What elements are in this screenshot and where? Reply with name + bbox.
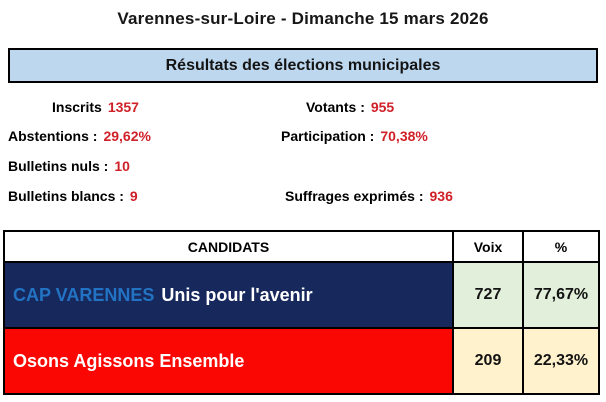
voix-cell-cap-varennes: 727 [452, 261, 524, 329]
header-voix: Voix [452, 230, 524, 263]
header-pct: % [522, 230, 600, 263]
candidate-cell-cap-varennes: CAP VARENNES Unis pour l'avenir [3, 261, 454, 329]
results-table-header-row: CANDIDATS Voix % [3, 230, 600, 263]
list-name-cap-varennes: CAP VARENNES [13, 284, 155, 305]
stat-suffrages-exprimes-label: Suffrages exprimés : [285, 188, 424, 204]
list-name-osons-agissons: Osons Agissons Ensemble [13, 350, 245, 371]
stat-votants-value: 955 [370, 99, 395, 115]
stat-participation-label: Participation : [281, 128, 375, 144]
stat-abstentions-label: Abstentions : [8, 128, 98, 144]
stat-inscrits: Inscrits 1357 [52, 97, 139, 117]
table-row-osons-agissons: Osons Agissons Ensemble 209 22,33% [3, 327, 600, 395]
stat-bulletins-blancs-value: 9 [129, 188, 138, 204]
stat-inscrits-value: 1357 [107, 99, 139, 115]
stat-bulletins-blancs: Bulletins blancs : 9 [8, 186, 138, 206]
stat-bulletins-nuls-value: 10 [114, 158, 130, 174]
stat-votants-label: Votants : [306, 99, 365, 115]
list-slogan-cap-varennes: Unis pour l'avenir [161, 284, 313, 305]
stat-abstentions-value: 29,62% [103, 128, 151, 144]
stat-participation-value: 70,38% [380, 128, 428, 144]
stat-abstentions: Abstentions : 29,62% [8, 126, 151, 146]
stat-bulletins-nuls-label: Bulletins nuls : [8, 158, 109, 174]
stat-votants: Votants : 955 [306, 97, 394, 117]
table-row-cap-varennes: CAP VARENNES Unis pour l'avenir 727 77,67… [3, 261, 600, 329]
stat-suffrages-exprimes-value: 936 [429, 188, 453, 204]
stat-participation: Participation : 70,38% [281, 126, 428, 146]
voix-cell-osons-agissons: 209 [452, 327, 524, 395]
stat-bulletins-blancs-label: Bulletins blancs : [8, 188, 124, 204]
pct-cell-cap-varennes: 77,67% [522, 261, 600, 329]
header-candidats: CANDIDATS [3, 230, 454, 263]
stat-inscrits-label: Inscrits [52, 99, 102, 115]
stat-suffrages-exprimes: Suffrages exprimés : 936 [285, 186, 453, 206]
results-banner: Résultats des élections municipales [8, 48, 598, 83]
stat-bulletins-nuls: Bulletins nuls : 10 [8, 156, 130, 176]
results-table: CANDIDATS Voix % CAP VARENNES Unis pour l… [3, 230, 600, 395]
candidate-cell-osons-agissons: Osons Agissons Ensemble [3, 327, 454, 395]
pct-cell-osons-agissons: 22,33% [522, 327, 600, 395]
page-title: Varennes-sur-Loire - Dimanche 15 mars 20… [117, 9, 489, 28]
results-banner-label: Résultats des élections municipales [165, 56, 441, 74]
